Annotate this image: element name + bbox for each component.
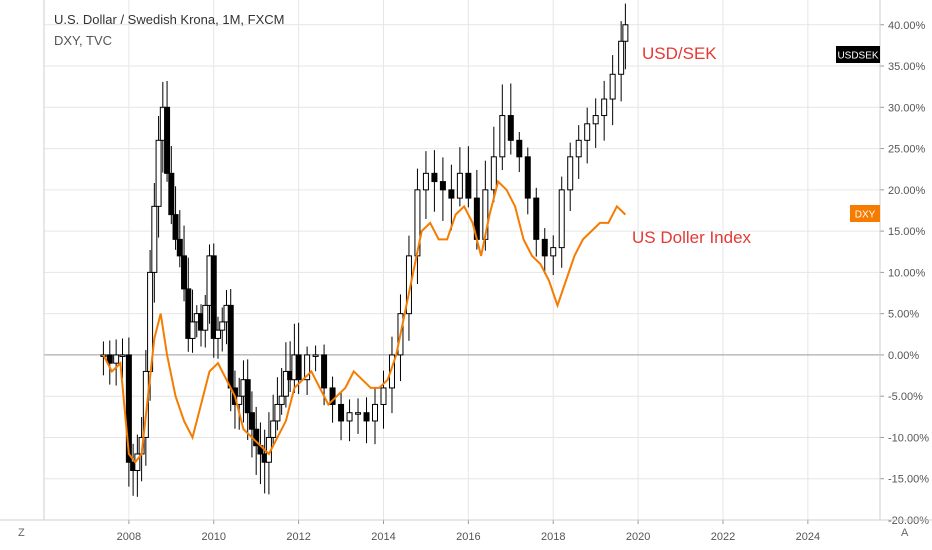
usdsek-candle-body — [282, 370, 289, 397]
usdsek-candle-body — [219, 321, 226, 331]
grid — [44, 0, 880, 521]
x-tick-label: 2024 — [796, 531, 820, 543]
usdsek-candle-body — [244, 379, 251, 414]
usdsek-candle-body — [601, 98, 608, 117]
usdsek-candles — [100, 3, 629, 497]
y-tick-label: -20.00% — [888, 515, 929, 527]
y-axis: 40.00% 35.00% 30.00% 25.00% 20.00% 15.00% 10.0… — [880, 20, 929, 527]
usdsek-candle-body — [524, 156, 531, 199]
y-tick-label: 0.00% — [888, 350, 919, 362]
usdsek-tag-bg — [836, 46, 880, 63]
usdsek-candle-body — [248, 412, 255, 430]
usdsek-candle-body — [181, 255, 188, 290]
x-tick-label: 2018 — [541, 531, 565, 543]
usdsek-candle-body — [172, 214, 179, 240]
usdsek-candle-body — [584, 123, 591, 141]
usdsek-candle-body — [550, 247, 557, 257]
usdsek-candle-body — [499, 115, 506, 158]
dxy-annotation: US Doller Index — [632, 228, 752, 247]
usdsek-candle-body — [575, 139, 582, 158]
y-tick-label: 10.00% — [888, 267, 926, 279]
usdsek-candle-body — [164, 106, 171, 174]
usdsek-candle-body — [533, 197, 540, 240]
log-scale-toggle[interactable]: Z — [18, 527, 25, 539]
x-tick-label: 2022 — [711, 531, 735, 543]
usdsek-candle-body — [106, 354, 113, 364]
usdsek-candle-body — [592, 115, 599, 125]
usdsek-candle-body — [321, 354, 328, 389]
usdsek-candle-body — [507, 115, 514, 141]
y-tick-label: 20.00% — [888, 185, 926, 197]
usdsek-candle-body — [214, 329, 221, 339]
y-tick-label: -10.00% — [888, 432, 929, 444]
y-tick-label: 40.00% — [888, 20, 926, 32]
usdsek-candle-body — [490, 156, 497, 191]
x-tick-label: 2014 — [371, 531, 395, 543]
auto-scale-toggle[interactable]: A — [901, 527, 909, 539]
usdsek-candle-body — [541, 238, 548, 257]
y-tick-label: -5.00% — [888, 391, 923, 403]
usdsek-candle-body — [168, 172, 175, 216]
usdsek-candle-body — [119, 354, 126, 357]
x-tick-label: 2020 — [626, 531, 650, 543]
usdsek-candle-body — [113, 354, 120, 364]
usdsek-annotation: USD/SEK — [642, 44, 717, 63]
x-tick-label: 2010 — [202, 531, 226, 543]
usdsek-candle-body — [439, 181, 446, 191]
usdsek-candle-body — [125, 354, 132, 463]
usdsek-candle-body — [210, 255, 217, 339]
chart-title: U.S. Dollar / Swedish Krona, 1M, FXCM — [54, 12, 285, 27]
usdsek-candle-body — [151, 205, 158, 273]
usdsek-candle-body — [618, 40, 625, 75]
y-tick-label: -15.00% — [888, 474, 929, 486]
y-tick-label: 30.00% — [888, 102, 926, 114]
usdsek-candle-body — [338, 403, 345, 422]
chart-subtitle: DXY, TVC — [54, 33, 113, 48]
x-tick-label: 2016 — [456, 531, 480, 543]
usdsek-candle-body — [456, 172, 463, 199]
usdsek-candle-body — [431, 172, 438, 183]
usdsek-candle-body — [227, 304, 234, 389]
usdsek-candle-body — [465, 172, 472, 199]
dxy-line — [102, 179, 627, 464]
usdsek-candle-body — [346, 412, 353, 422]
usdsek-candle-body — [372, 403, 379, 422]
usdsek-candle-body — [253, 428, 260, 447]
usdsek-candle-body — [312, 354, 319, 357]
usdsek-candle-body — [274, 403, 281, 422]
y-tick-label: 35.00% — [888, 61, 926, 73]
y-tick-label: 25.00% — [888, 144, 926, 156]
usdsek-candle-body — [185, 288, 192, 339]
usdsek-candle-body — [567, 156, 574, 191]
usdsek-candle-body — [295, 354, 302, 381]
usdsek-candle-body — [448, 189, 455, 199]
usdsek-candle-body — [363, 412, 370, 422]
usdsek-candle-body — [278, 395, 285, 405]
usdsek-candle-body — [380, 387, 387, 405]
x-tick-label: 2008 — [117, 531, 141, 543]
usdsek-candle-body — [609, 73, 616, 100]
usdsek-tag: USDSEK — [837, 51, 878, 62]
y-tick-label: 5.00% — [888, 309, 919, 321]
usdsek-candle-body — [202, 304, 209, 331]
usdsek-candle-body — [516, 139, 523, 158]
x-tick-label: 2012 — [286, 531, 310, 543]
dxy-tag: DXY — [855, 210, 876, 221]
usdsek-candle-body — [622, 24, 629, 42]
usdsek-candle-body — [329, 387, 336, 405]
usdsek-candle-body — [355, 412, 362, 415]
y-tick-label: 15.00% — [888, 226, 926, 238]
dxy-tag-bg — [850, 205, 880, 222]
usdsek-candle-body — [422, 172, 429, 191]
usdsek-candle-body — [558, 189, 565, 249]
usdsek-candle-body — [142, 370, 149, 438]
usdsek-candle-body — [189, 321, 196, 339]
x-axis: 2008 2010 2012 2014 2016 2018 2020 2022 2024 — [117, 520, 820, 543]
usdsek-candle-body — [176, 238, 183, 257]
usdsek-candle-body — [270, 420, 277, 438]
usdsek-candle-body — [304, 354, 311, 381]
usdsek-candle-body — [155, 139, 162, 207]
usdsek-candle-body — [388, 354, 395, 389]
